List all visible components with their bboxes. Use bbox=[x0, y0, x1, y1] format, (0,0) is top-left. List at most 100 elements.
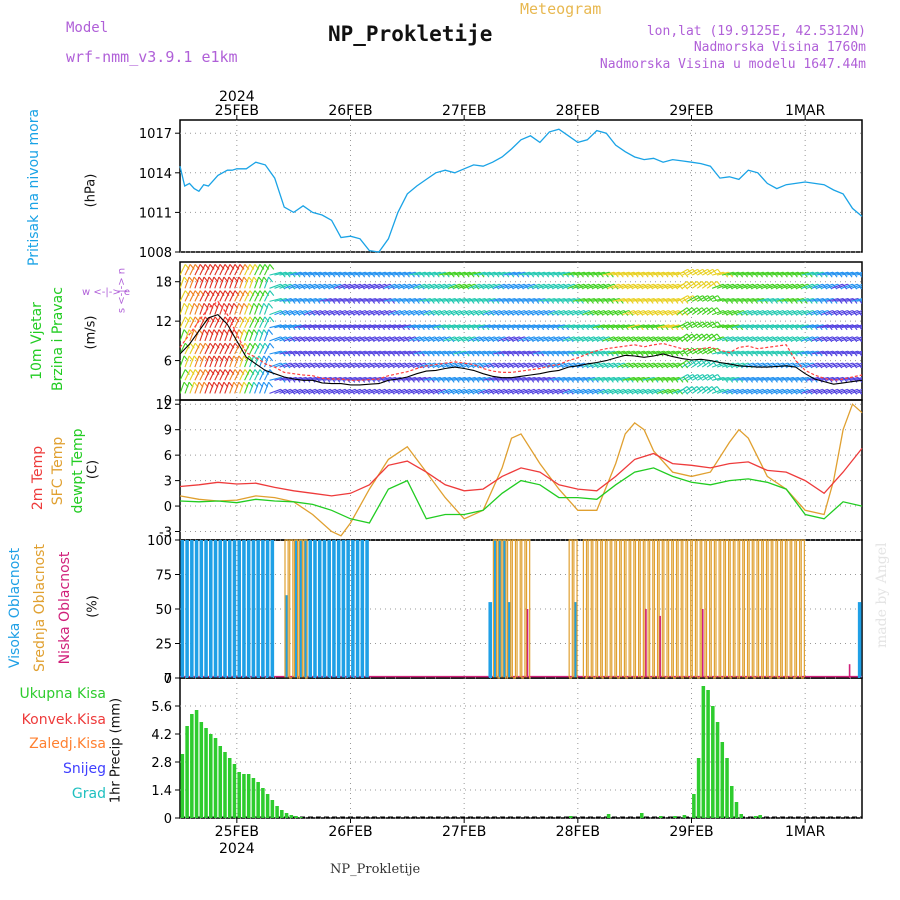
wind-barb bbox=[532, 283, 545, 289]
wind-barb bbox=[567, 388, 580, 394]
wind-barb bbox=[552, 388, 565, 394]
wind-barb bbox=[438, 297, 451, 302]
precip-bar bbox=[256, 782, 260, 818]
wind-barb bbox=[622, 297, 635, 302]
wind-barb bbox=[627, 336, 639, 342]
wind-barb bbox=[726, 283, 739, 289]
wind-barb bbox=[363, 336, 376, 342]
wind-barb bbox=[358, 350, 371, 355]
wind-barb bbox=[562, 362, 575, 368]
wind-barb bbox=[776, 271, 789, 276]
wind-barb bbox=[836, 388, 848, 394]
wind-barb bbox=[746, 350, 759, 355]
station-footer: NP_Prokletije bbox=[330, 862, 421, 877]
wind-barb bbox=[473, 324, 486, 329]
wind-barb bbox=[518, 376, 530, 381]
precip-ytick-label-0: 0 bbox=[164, 812, 172, 827]
time-label-top-3: 28FEB bbox=[556, 103, 600, 119]
wind-barb bbox=[642, 324, 655, 329]
high-cloud-bar bbox=[261, 540, 265, 678]
wind-barb bbox=[423, 336, 436, 342]
wind-barb-flag bbox=[717, 268, 723, 275]
wind-barb bbox=[493, 297, 506, 302]
wind-barb bbox=[612, 350, 625, 355]
wind-barb bbox=[189, 382, 195, 394]
wind-barb bbox=[443, 297, 456, 302]
wind-barb bbox=[716, 336, 729, 342]
wind-barb bbox=[811, 309, 823, 316]
wind-barb bbox=[766, 297, 779, 302]
precip-bar bbox=[711, 706, 715, 818]
precip-bar bbox=[673, 816, 677, 818]
wind-barb bbox=[180, 382, 185, 394]
high-cloud-bar bbox=[237, 540, 241, 678]
wind-barb bbox=[771, 324, 784, 329]
wind-barb bbox=[398, 388, 411, 394]
wind-barb bbox=[806, 376, 819, 381]
wind-barb bbox=[711, 336, 724, 342]
wind-barb bbox=[199, 355, 205, 368]
wind-barb bbox=[214, 303, 220, 315]
wind-barb bbox=[224, 264, 231, 276]
mid-cloud-bar bbox=[625, 539, 630, 679]
wind-barb bbox=[696, 359, 708, 368]
wind-barb bbox=[204, 276, 210, 289]
wind-barb bbox=[478, 297, 491, 302]
wind-barb bbox=[319, 336, 331, 342]
wind-barb bbox=[627, 271, 640, 276]
wind-barb bbox=[428, 350, 441, 355]
wind-barb bbox=[180, 369, 186, 381]
wind-barb bbox=[368, 336, 381, 342]
wind-barb bbox=[756, 309, 769, 316]
wind-barb bbox=[652, 324, 665, 329]
wind-barb bbox=[388, 324, 401, 329]
wind-barb bbox=[736, 350, 749, 355]
wind-barb bbox=[821, 336, 833, 342]
wind-barb bbox=[686, 280, 698, 289]
wind-barb bbox=[263, 355, 270, 368]
wind-barb bbox=[597, 388, 610, 394]
wind-barb bbox=[557, 271, 570, 276]
wind-barb bbox=[473, 376, 486, 381]
wind-barb bbox=[234, 382, 240, 394]
wind-barb bbox=[448, 350, 461, 355]
wind-barb bbox=[329, 388, 341, 394]
wind-barb bbox=[761, 388, 774, 394]
wind-barb bbox=[324, 324, 337, 329]
wind-barb bbox=[294, 324, 307, 329]
mid-cloud-bar bbox=[497, 539, 502, 679]
wind-barb bbox=[304, 324, 317, 329]
wind-barb bbox=[269, 283, 281, 289]
precip-bar bbox=[706, 690, 710, 818]
mid-cloud-bar bbox=[611, 539, 616, 679]
wind-barb bbox=[418, 283, 431, 289]
wind-barb bbox=[189, 329, 195, 342]
wind-barb bbox=[682, 321, 694, 329]
wind-barb bbox=[562, 388, 575, 394]
wind-barb bbox=[180, 316, 186, 328]
time-label-top-5: 1MAR bbox=[785, 103, 826, 119]
wind-barb bbox=[254, 290, 261, 302]
wind-barb bbox=[468, 271, 481, 276]
wind-barb bbox=[433, 309, 446, 316]
wind-barb bbox=[587, 376, 600, 381]
wind-barb bbox=[622, 376, 635, 381]
wind-barb bbox=[363, 309, 376, 316]
wind-barb bbox=[607, 336, 620, 342]
wind-barb bbox=[781, 336, 794, 342]
wind-barb bbox=[249, 316, 256, 328]
wind-barb bbox=[851, 377, 862, 381]
wind-barb bbox=[284, 297, 297, 302]
wind-barb bbox=[378, 309, 391, 316]
mid-cloud-bar bbox=[587, 539, 592, 679]
wind-barb bbox=[343, 283, 356, 289]
wind-barb bbox=[721, 309, 734, 316]
wind-barb bbox=[677, 374, 689, 381]
wind-barb bbox=[701, 268, 713, 276]
wind-barb bbox=[478, 336, 490, 342]
temperature-ytick-label-0: -3 bbox=[159, 526, 172, 541]
wind-barb bbox=[184, 264, 191, 276]
wind-barb bbox=[701, 359, 713, 368]
wind-barb bbox=[214, 276, 220, 289]
wind-barb bbox=[532, 376, 545, 381]
